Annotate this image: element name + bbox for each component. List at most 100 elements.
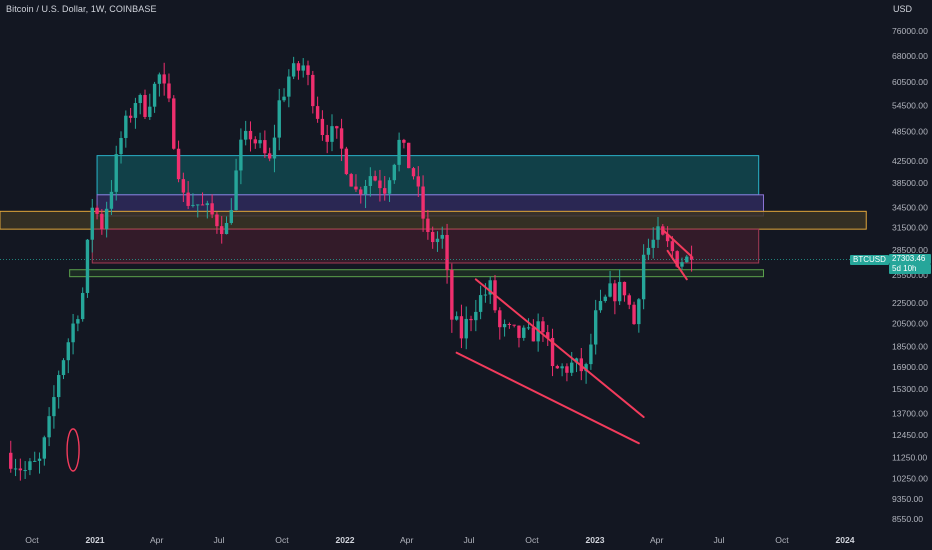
candle-body [627, 295, 631, 305]
candle-body [478, 295, 483, 312]
candle [100, 209, 104, 235]
candle-body [263, 140, 267, 154]
candle [478, 285, 483, 320]
candle-body [330, 126, 334, 142]
candle [531, 319, 536, 342]
flag-upper-line[interactable] [661, 228, 693, 258]
candle [196, 204, 200, 218]
candle [33, 451, 37, 462]
candle-body [315, 106, 320, 119]
candle-body [392, 164, 397, 181]
candle-body [162, 74, 166, 84]
zone-red[interactable] [91, 228, 760, 264]
candle-body [109, 191, 114, 209]
candle [584, 362, 588, 384]
price-tick-label: 76000.00 [892, 26, 928, 36]
candle-body [9, 452, 13, 469]
candle-body [469, 318, 473, 321]
horizontal-zones [0, 155, 867, 278]
zone-orange[interactable] [0, 210, 867, 230]
candle [416, 166, 420, 197]
candle [181, 172, 186, 202]
marker-ellipse[interactable] [66, 428, 80, 472]
candle [267, 147, 272, 162]
candle-body [56, 375, 61, 398]
candle-body [114, 154, 118, 192]
candle [373, 170, 377, 182]
wedge-lower-line[interactable] [455, 351, 640, 445]
candle [315, 96, 320, 123]
candle [320, 110, 325, 141]
candle [454, 311, 459, 321]
candle-body [349, 174, 353, 187]
candle-body [373, 176, 377, 181]
candle-body [181, 179, 186, 193]
candle [205, 200, 210, 219]
candle [287, 69, 291, 108]
candle-body [186, 192, 190, 206]
price-tick-label: 42500.00 [892, 156, 928, 166]
candle-body [66, 342, 70, 361]
candle-body [464, 318, 468, 339]
candle [248, 121, 253, 152]
candle [258, 132, 262, 149]
candle-body [339, 128, 344, 149]
price-tick-label: 12450.00 [892, 430, 928, 440]
flag-lower-line[interactable] [666, 249, 688, 281]
candle-body [311, 74, 315, 107]
price-tick-label: 13700.00 [892, 409, 928, 419]
price-tick-label: 31500.00 [892, 223, 928, 233]
candle [383, 176, 387, 201]
candle [474, 299, 478, 332]
time-tick-label: 2022 [335, 535, 354, 545]
candle-body [229, 210, 234, 223]
candle [459, 304, 464, 349]
time-tick-label: Apr [650, 535, 664, 545]
price-tick-label: 10250.00 [892, 473, 928, 483]
candle-body [526, 327, 531, 329]
candle [637, 298, 641, 333]
price-tick-label: 60500.00 [892, 77, 928, 87]
candle [402, 138, 406, 149]
price-tick-label: 9350.00 [892, 494, 923, 504]
candle [56, 370, 61, 409]
candle [598, 289, 603, 313]
candle-body [104, 208, 109, 230]
candle [689, 245, 694, 272]
candle [215, 211, 219, 234]
candle-body [363, 185, 368, 195]
candle [632, 301, 636, 325]
candle [210, 194, 214, 219]
price-tick-label: 18500.00 [892, 342, 928, 352]
candle-body [272, 137, 277, 159]
candle [517, 325, 521, 348]
candle [85, 238, 90, 298]
candle-body [100, 213, 104, 230]
candle [330, 114, 334, 152]
candle-body [167, 83, 171, 99]
candle [124, 110, 128, 148]
time-tick-label: Jul [463, 535, 474, 545]
wedge-upper-line[interactable] [474, 278, 645, 418]
zone-green[interactable] [69, 269, 764, 278]
candle [560, 363, 564, 377]
candle [220, 216, 224, 244]
candle [550, 328, 555, 377]
last-price-tag: 27303.46 [889, 254, 931, 264]
candle-body [483, 294, 488, 296]
zone-cyan[interactable] [96, 155, 760, 196]
candle [152, 81, 157, 113]
price-tick-label: 20500.00 [892, 319, 928, 329]
candle-body [498, 310, 502, 328]
candle-body [344, 148, 349, 175]
candle-body [622, 281, 627, 296]
candle [191, 193, 195, 208]
candle [291, 56, 296, 80]
candle [570, 351, 574, 377]
candle [617, 269, 622, 305]
candle-body [546, 332, 550, 338]
candle [66, 338, 70, 374]
candle-body [71, 323, 75, 343]
candle-body [335, 126, 339, 129]
